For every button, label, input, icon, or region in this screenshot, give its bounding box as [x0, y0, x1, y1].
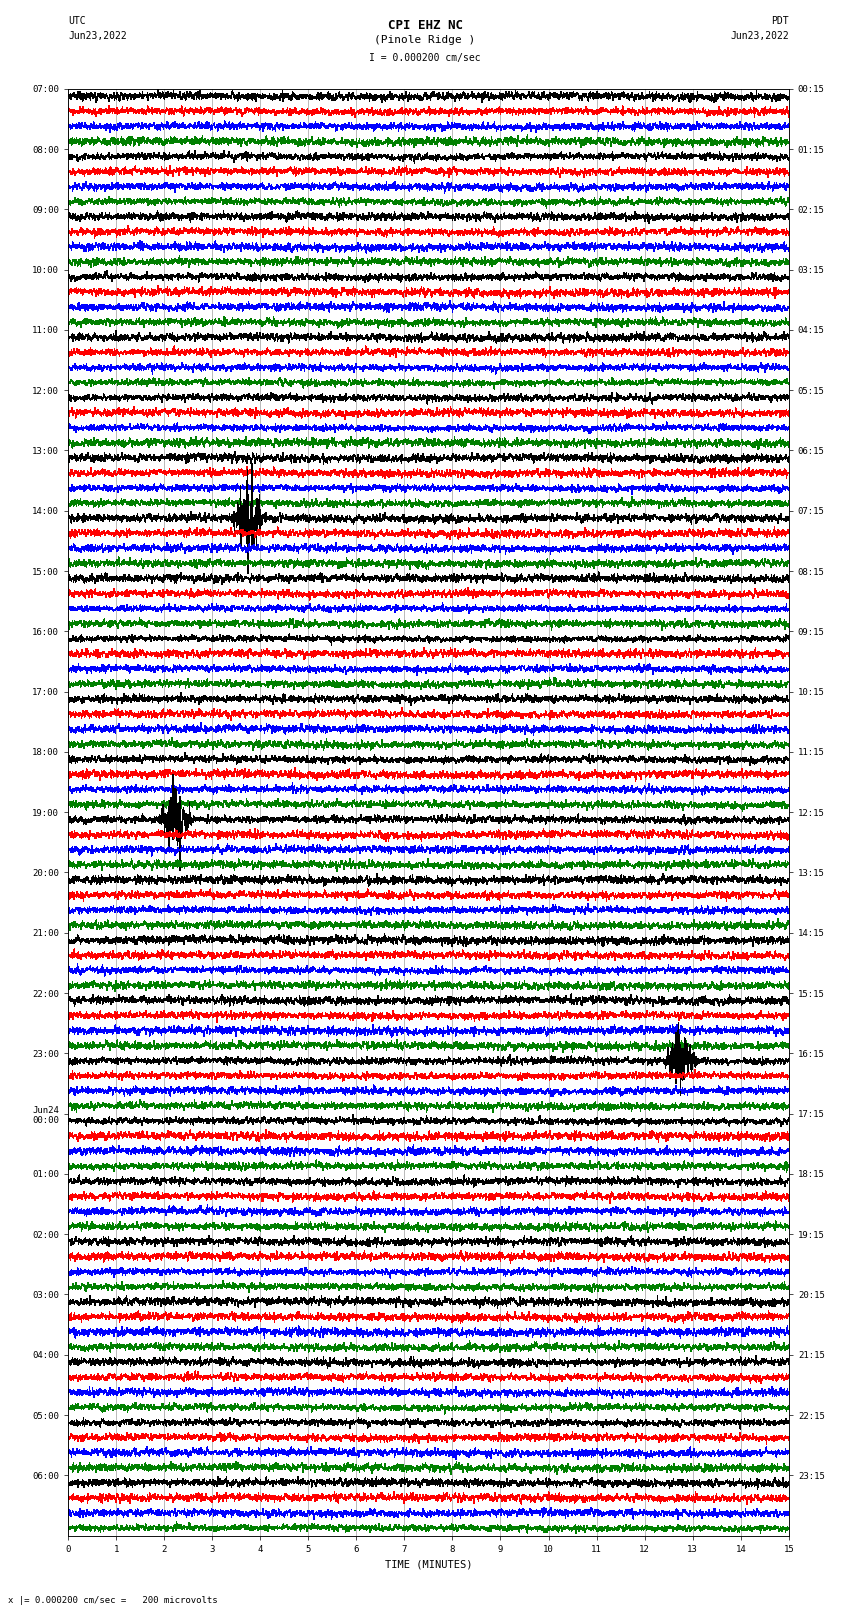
Text: UTC: UTC: [68, 16, 86, 26]
Text: Jun23,2022: Jun23,2022: [68, 31, 127, 40]
Text: x |= 0.000200 cm/sec =   200 microvolts: x |= 0.000200 cm/sec = 200 microvolts: [8, 1595, 218, 1605]
Text: Jun23,2022: Jun23,2022: [730, 31, 789, 40]
Text: (Pinole Ridge ): (Pinole Ridge ): [374, 35, 476, 45]
Text: PDT: PDT: [771, 16, 789, 26]
Text: CPI EHZ NC: CPI EHZ NC: [388, 19, 462, 32]
X-axis label: TIME (MINUTES): TIME (MINUTES): [385, 1560, 472, 1569]
Text: I = 0.000200 cm/sec: I = 0.000200 cm/sec: [369, 53, 481, 63]
